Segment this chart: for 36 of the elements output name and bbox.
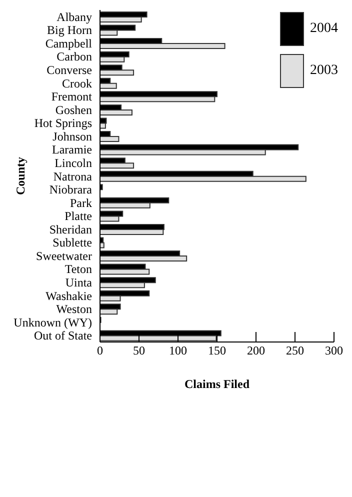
y-tick-label: Johnson bbox=[52, 129, 92, 144]
x-tick-label: 250 bbox=[286, 344, 304, 358]
y-tick-label: Hot Springs bbox=[34, 116, 92, 130]
y-tick-label: Albany bbox=[56, 10, 92, 24]
y-tick-label: Weston bbox=[56, 302, 92, 316]
y-tick-label: Carbon bbox=[56, 50, 92, 64]
y-tick-label: Natrona bbox=[53, 169, 93, 184]
y-tick-label: Sheridan bbox=[49, 222, 92, 236]
x-tick-label: 300 bbox=[325, 344, 343, 358]
x-tick-label: 100 bbox=[169, 344, 187, 358]
y-tick-label: Campbell bbox=[45, 36, 93, 50]
y-tick-label: Goshen bbox=[55, 102, 92, 117]
y-tick-label: Platte bbox=[64, 209, 92, 224]
y-tick-label: Unknown (WY) bbox=[14, 315, 92, 330]
y-tick-label: Uinta bbox=[65, 276, 93, 290]
y-tick-label: Out of State bbox=[34, 328, 92, 343]
x-tick-label: 150 bbox=[208, 344, 226, 358]
x-tick-label: 0 bbox=[97, 344, 103, 358]
y-tick-label: Sublette bbox=[52, 236, 92, 250]
y-tick-label: Converse bbox=[46, 63, 92, 78]
y-tick-label: Park bbox=[70, 196, 92, 210]
x-tick-label: 200 bbox=[247, 344, 265, 358]
y-axis-title: County bbox=[13, 156, 28, 196]
text: 2004 bbox=[310, 21, 338, 37]
y-tick-label: Niobrara bbox=[49, 182, 93, 197]
text: 2003 bbox=[310, 63, 338, 79]
y-tick-label: Crook bbox=[62, 76, 92, 90]
y-tick-label: Lincoln bbox=[54, 156, 92, 170]
y-tick-label: Laramie bbox=[52, 142, 92, 157]
y-tick-label: Washakie bbox=[46, 288, 92, 303]
y-tick-label: Teton bbox=[64, 262, 92, 276]
y-tick-label: Sweetwater bbox=[36, 248, 92, 263]
y-tick-label: Big Horn bbox=[47, 23, 92, 38]
y-tick-label: Fremont bbox=[51, 90, 93, 104]
x-tick-label: 50 bbox=[133, 344, 145, 358]
x-axis-title: Claims Filed bbox=[184, 377, 250, 391]
